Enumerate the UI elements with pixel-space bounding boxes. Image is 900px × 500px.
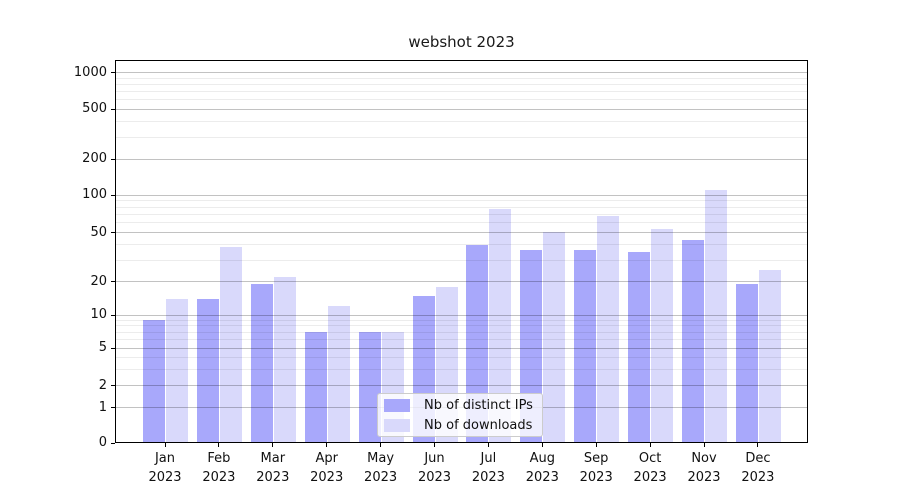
bar-downloads-feb — [219, 247, 242, 443]
x-tick-may — [380, 443, 382, 447]
minor-gridline-700 — [116, 91, 807, 93]
y-tick-0 — [111, 442, 115, 444]
major-gridline-500 — [116, 108, 807, 110]
y-tick-20 — [111, 281, 115, 283]
major-gridline-50 — [116, 232, 807, 234]
x-tick-oct — [649, 443, 651, 447]
y-tick-label-0: 0 — [98, 435, 107, 450]
bar-distinct-ips-nov — [682, 239, 704, 443]
y-tick-label-20: 20 — [90, 273, 107, 289]
x-tick-aug — [541, 443, 543, 447]
x-tick-label-aug: Aug 2023 — [525, 451, 559, 485]
chart-title: webshot 2023 — [408, 33, 515, 51]
y-tick-200 — [111, 158, 115, 160]
legend-swatch-downloads — [384, 418, 410, 432]
y-tick-label-100: 100 — [82, 187, 107, 202]
x-tick-label-may: May 2023 — [364, 451, 398, 485]
bar-downloads-apr — [327, 306, 350, 443]
y-tick-label-50: 50 — [90, 224, 107, 240]
minor-gridline-60 — [116, 222, 807, 224]
x-tick-label-feb: Feb 2023 — [202, 451, 236, 485]
y-tick-10 — [111, 314, 115, 316]
x-tick-feb — [218, 443, 220, 447]
major-gridline-1000 — [116, 72, 807, 74]
y-tick-5 — [111, 347, 115, 349]
x-tick-nov — [703, 443, 705, 447]
x-tick-label-jul: Jul 2023 — [471, 451, 505, 485]
minor-gridline-70 — [116, 213, 807, 215]
bar-downloads-dec — [758, 269, 781, 443]
x-tick-label-mar: Mar 2023 — [256, 451, 290, 485]
y-tick-label-1000: 1000 — [73, 64, 107, 80]
bar-distinct-ips-mar — [250, 284, 273, 443]
bar-distinct-ips-jan — [143, 320, 165, 443]
legend-item-downloads: Nb of downloads — [384, 417, 536, 433]
x-tick-dec — [757, 443, 759, 447]
bar-downloads-nov — [705, 190, 727, 443]
y-tick-label-2: 2 — [98, 377, 107, 393]
legend: Nb of distinct IPs Nb of downloads — [377, 393, 543, 437]
y-tick-label-5: 5 — [98, 340, 107, 356]
bar-downloads-mar — [273, 276, 296, 443]
minor-gridline-400 — [116, 120, 807, 122]
legend-label-distinct-ips: Nb of distinct IPs — [424, 397, 533, 413]
minor-gridline-300 — [116, 136, 807, 138]
minor-gridline-800 — [116, 83, 807, 85]
legend-label-downloads: Nb of downloads — [424, 417, 533, 433]
x-tick-label-oct: Oct 2023 — [633, 451, 667, 485]
y-tick-1000 — [111, 72, 115, 74]
x-tick-mar — [272, 443, 274, 447]
minor-gridline-600 — [116, 99, 807, 101]
minor-gridline-80 — [116, 206, 807, 208]
y-tick-50 — [111, 232, 115, 234]
bar-distinct-ips-oct — [628, 251, 651, 443]
bar-downloads-jan — [166, 298, 188, 443]
y-tick-label-1: 1 — [98, 399, 107, 415]
y-tick-label-500: 500 — [82, 101, 107, 117]
minor-gridline-90 — [116, 200, 807, 202]
x-tick-label-dec: Dec 2023 — [741, 451, 775, 485]
y-tick-label-200: 200 — [82, 151, 107, 167]
y-tick-label-10: 10 — [90, 307, 107, 322]
bar-distinct-ips-dec — [735, 284, 758, 443]
x-tick-label-nov: Nov 2023 — [687, 451, 721, 485]
y-tick-2 — [111, 385, 115, 387]
y-tick-500 — [111, 108, 115, 110]
x-tick-jul — [487, 443, 489, 447]
bar-downloads-oct — [651, 228, 674, 443]
bar-distinct-ips-sep — [574, 250, 597, 443]
x-tick-label-jun: Jun 2023 — [417, 451, 452, 485]
major-gridline-200 — [116, 158, 807, 160]
minor-gridline-900 — [116, 77, 807, 79]
bar-distinct-ips-apr — [304, 332, 327, 443]
x-tick-sep — [595, 443, 597, 447]
bar-downloads-sep — [597, 215, 620, 443]
x-tick-label-sep: Sep 2023 — [579, 451, 613, 485]
x-tick-jan — [164, 443, 166, 447]
legend-item-distinct-ips: Nb of distinct IPs — [384, 397, 536, 413]
y-tick-1 — [111, 407, 115, 409]
major-gridline-100 — [116, 194, 807, 196]
bar-downloads-aug — [543, 231, 566, 443]
x-tick-jun — [434, 443, 435, 447]
bar-distinct-ips-may — [358, 332, 381, 443]
legend-swatch-distinct-ips — [384, 398, 410, 412]
y-tick-100 — [111, 194, 115, 196]
x-tick-apr — [326, 443, 328, 447]
bar-distinct-ips-feb — [196, 298, 219, 443]
x-tick-label-jan: Jan 2023 — [148, 451, 182, 485]
x-tick-label-apr: Apr 2023 — [310, 451, 344, 485]
bar-downloads-jul — [489, 209, 512, 443]
